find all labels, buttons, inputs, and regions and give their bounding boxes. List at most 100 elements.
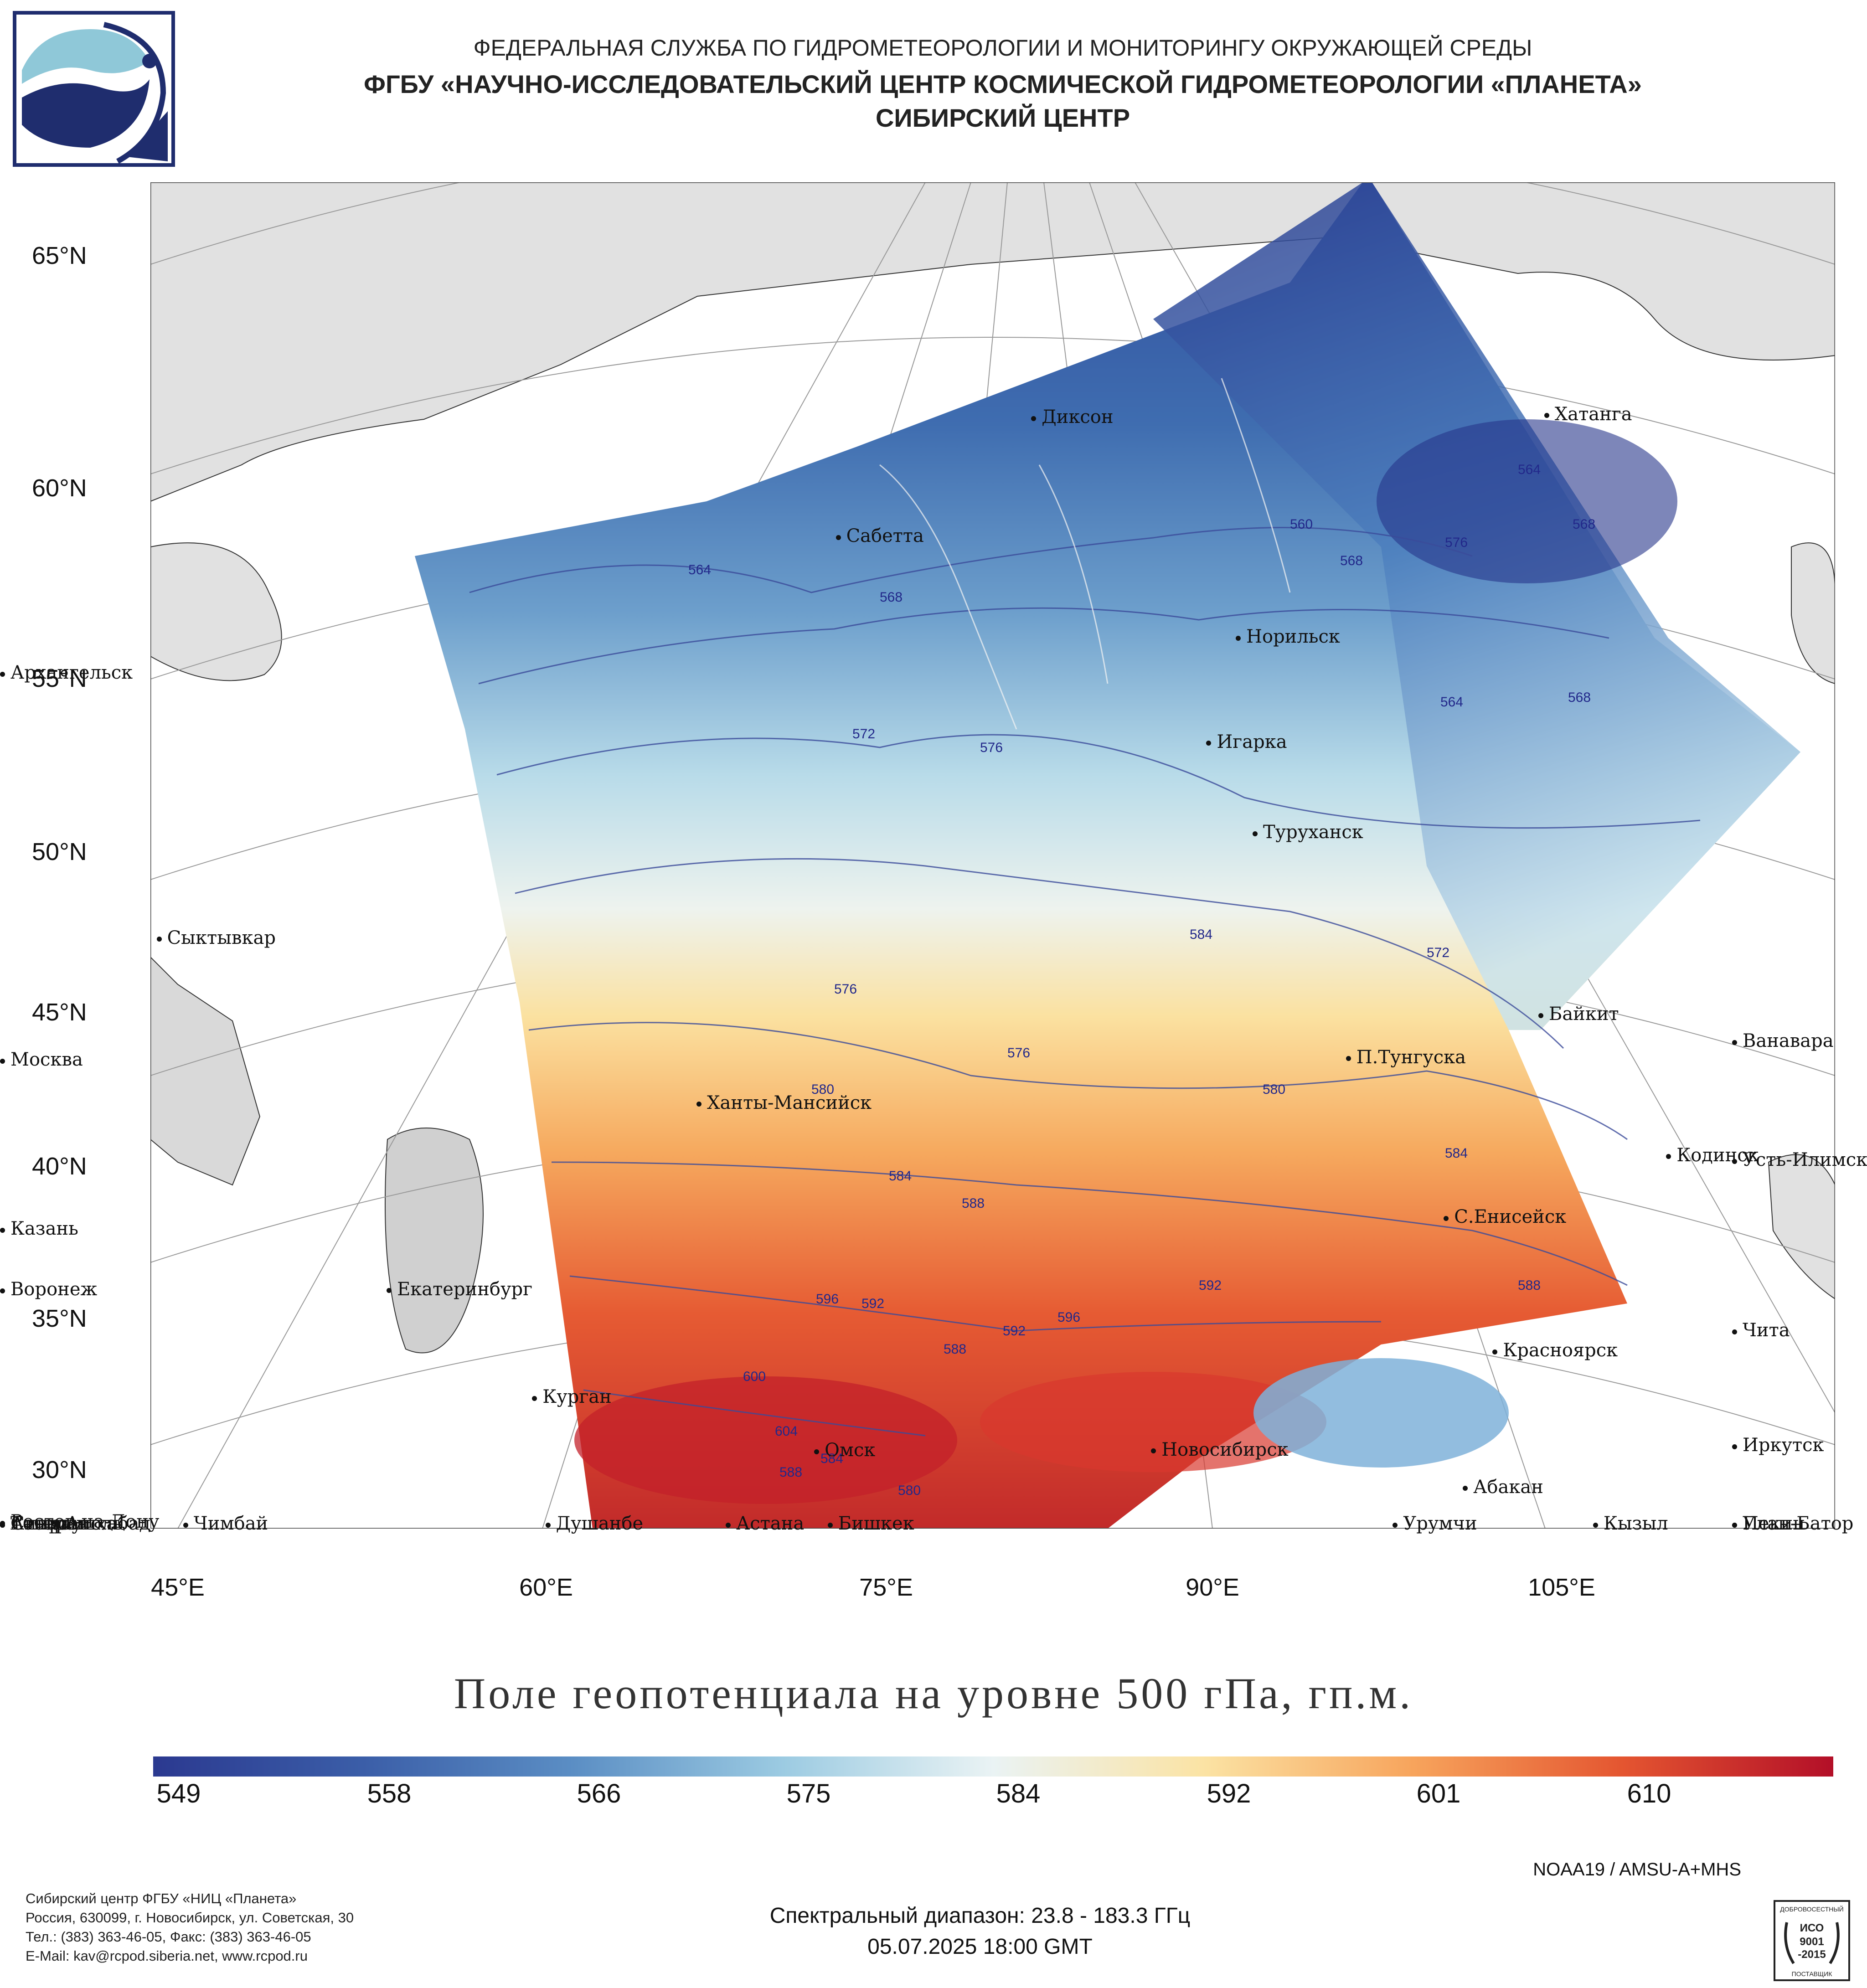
- swath-east-blue: [1153, 182, 1800, 1030]
- contour-label: 568: [1573, 517, 1595, 532]
- black-sea-region: [150, 956, 261, 1186]
- lat-label: 55°N: [32, 665, 87, 692]
- contour-label: 576: [980, 740, 1003, 755]
- contour-label: 576: [834, 982, 857, 997]
- lon-label: 105°E: [1528, 1574, 1595, 1601]
- city-label: Пекин: [1732, 1513, 1805, 1534]
- contour-label: 580: [1263, 1082, 1285, 1097]
- city-name: Омск: [825, 1440, 876, 1461]
- contour-label: 580: [898, 1483, 921, 1498]
- iso-text: ИСО: [1800, 1922, 1824, 1934]
- city-marker-icon: [183, 1522, 188, 1528]
- city-marker-icon: [0, 671, 5, 677]
- colorbar-label: 601: [1416, 1779, 1461, 1808]
- city-name: Сабетта: [846, 525, 924, 547]
- city-marker-icon: [1444, 1215, 1449, 1221]
- iso-number: 9001: [1800, 1936, 1824, 1948]
- city-label: Омск: [814, 1440, 875, 1461]
- city-marker-icon: [836, 535, 841, 540]
- contour-label: 568: [1340, 553, 1363, 568]
- iso-bottom-text: ПОСТАВЩИК: [1792, 1970, 1833, 1978]
- city-label: Кызыл: [1593, 1513, 1668, 1534]
- city-name: Курган: [542, 1386, 612, 1408]
- city-name: Астана: [736, 1513, 805, 1534]
- city-marker-icon: [1666, 1154, 1671, 1159]
- city-name: Чимбай: [193, 1513, 268, 1534]
- contour-label: 580: [811, 1082, 834, 1097]
- colorbar-label: 558: [367, 1779, 412, 1808]
- arctic-land: [150, 182, 1835, 502]
- city-name: Бишкек: [838, 1513, 914, 1534]
- planeta-logo: [13, 11, 175, 167]
- contour-label: 576: [1007, 1046, 1030, 1061]
- city-label: Ванавара: [1732, 1030, 1834, 1051]
- city-name: Иркутск: [1743, 1435, 1824, 1456]
- city-label: Казань: [0, 1218, 78, 1239]
- city-label: Иркутск: [1732, 1435, 1824, 1456]
- city-name: Чита: [1743, 1320, 1790, 1341]
- contour-label: 560: [1290, 517, 1313, 532]
- contour-label: 588: [944, 1342, 966, 1357]
- city-name: Тегеран: [10, 1513, 89, 1534]
- city-marker-icon: [696, 1102, 702, 1107]
- city-marker-icon: [1236, 635, 1241, 641]
- city-name: Кызыл: [1603, 1513, 1668, 1534]
- city-label: Екатеринбург: [387, 1279, 532, 1300]
- contour-label: 584: [1190, 927, 1212, 942]
- map-title: Поле геопотенциала на уровне 500 гПа, гп…: [454, 1669, 1413, 1718]
- contour-label: 564: [1440, 695, 1463, 710]
- city-label: Новосибирск: [1151, 1439, 1289, 1460]
- contour-label: 568: [880, 590, 903, 605]
- city-label: Хатанга: [1544, 404, 1632, 425]
- city-marker-icon: [1732, 1522, 1737, 1528]
- city-label: Байкит: [1538, 1004, 1619, 1025]
- observation-datetime: 05.07.2025 18:00 GMT: [867, 1935, 1093, 1959]
- footer-org: Сибирский центр ФГБУ «НИЦ «Планета»: [26, 1890, 297, 1906]
- city-label: Душанбе: [545, 1513, 643, 1534]
- contour-label: 604: [775, 1424, 798, 1439]
- city-marker-icon: [156, 937, 162, 942]
- city-marker-icon: [1732, 1444, 1737, 1449]
- lat-label: 60°N: [32, 474, 87, 502]
- contour-label: 596: [816, 1292, 839, 1307]
- tibet-low: [1253, 1358, 1509, 1468]
- city-label: Норильск: [1236, 626, 1340, 647]
- colorbar-gradient: [153, 1756, 1833, 1777]
- city-label: Чита: [1732, 1320, 1790, 1341]
- city-name: Ханты-Мансийск: [707, 1092, 872, 1113]
- city-name: Кодинск: [1676, 1144, 1759, 1166]
- contour-label: 568: [1568, 690, 1591, 705]
- city-marker-icon: [0, 1288, 5, 1293]
- city-label: П.Тунгуска: [1346, 1047, 1466, 1068]
- city-label: Атырау: [0, 1513, 82, 1534]
- colorbar-label: 592: [1207, 1779, 1251, 1808]
- contour-labels: 564 568 572 576 560 564 568 576 568 564 568 572 584 5…: [688, 462, 1595, 1498]
- city-name: Архангельск: [10, 662, 133, 684]
- city-label: Кодинск: [1666, 1145, 1759, 1166]
- city-name: Красноярск: [1503, 1340, 1618, 1361]
- city-label: Курган: [532, 1386, 612, 1407]
- city-marker-icon: [55, 1522, 60, 1528]
- contour-label: 576: [1445, 535, 1468, 550]
- contour-label: 588: [962, 1196, 985, 1211]
- lat-label: 30°N: [32, 1456, 87, 1483]
- header-institute: ФГБУ «НАУЧНО-ИССЛЕДОВАТЕЛЬСКИЙ ЦЕНТР КОС…: [364, 70, 1642, 98]
- city-name: Ашхабад: [65, 1513, 151, 1534]
- colorbar: [153, 1756, 1833, 1777]
- city-marker-icon: [1393, 1522, 1398, 1528]
- iso-top-text: ДОБРОВОСЕСТНЫЙ: [1780, 1905, 1843, 1913]
- lat-label: 45°N: [32, 999, 87, 1026]
- city-label: Усть-Илимск: [1732, 1149, 1867, 1170]
- kamchatka-land: [1791, 542, 1835, 685]
- header-agency: ФЕДЕРАЛЬНАЯ СЛУЖБА ПО ГИДРОМЕТЕОРОЛОГИИ …: [473, 35, 1532, 61]
- contour-label: 592: [1003, 1324, 1026, 1339]
- scandinavia-land: [150, 542, 282, 681]
- city-label: Туруханск: [1252, 822, 1363, 843]
- colorbar-label: 610: [1627, 1779, 1671, 1808]
- city-name: Урумчи: [1403, 1513, 1477, 1534]
- city-name: Новосибирск: [1161, 1439, 1289, 1460]
- city-name: Пекин: [1743, 1513, 1805, 1534]
- city-name: Хатанга: [1554, 403, 1632, 425]
- taimyr-low: [1377, 419, 1677, 583]
- city-marker-icon: [1031, 416, 1037, 421]
